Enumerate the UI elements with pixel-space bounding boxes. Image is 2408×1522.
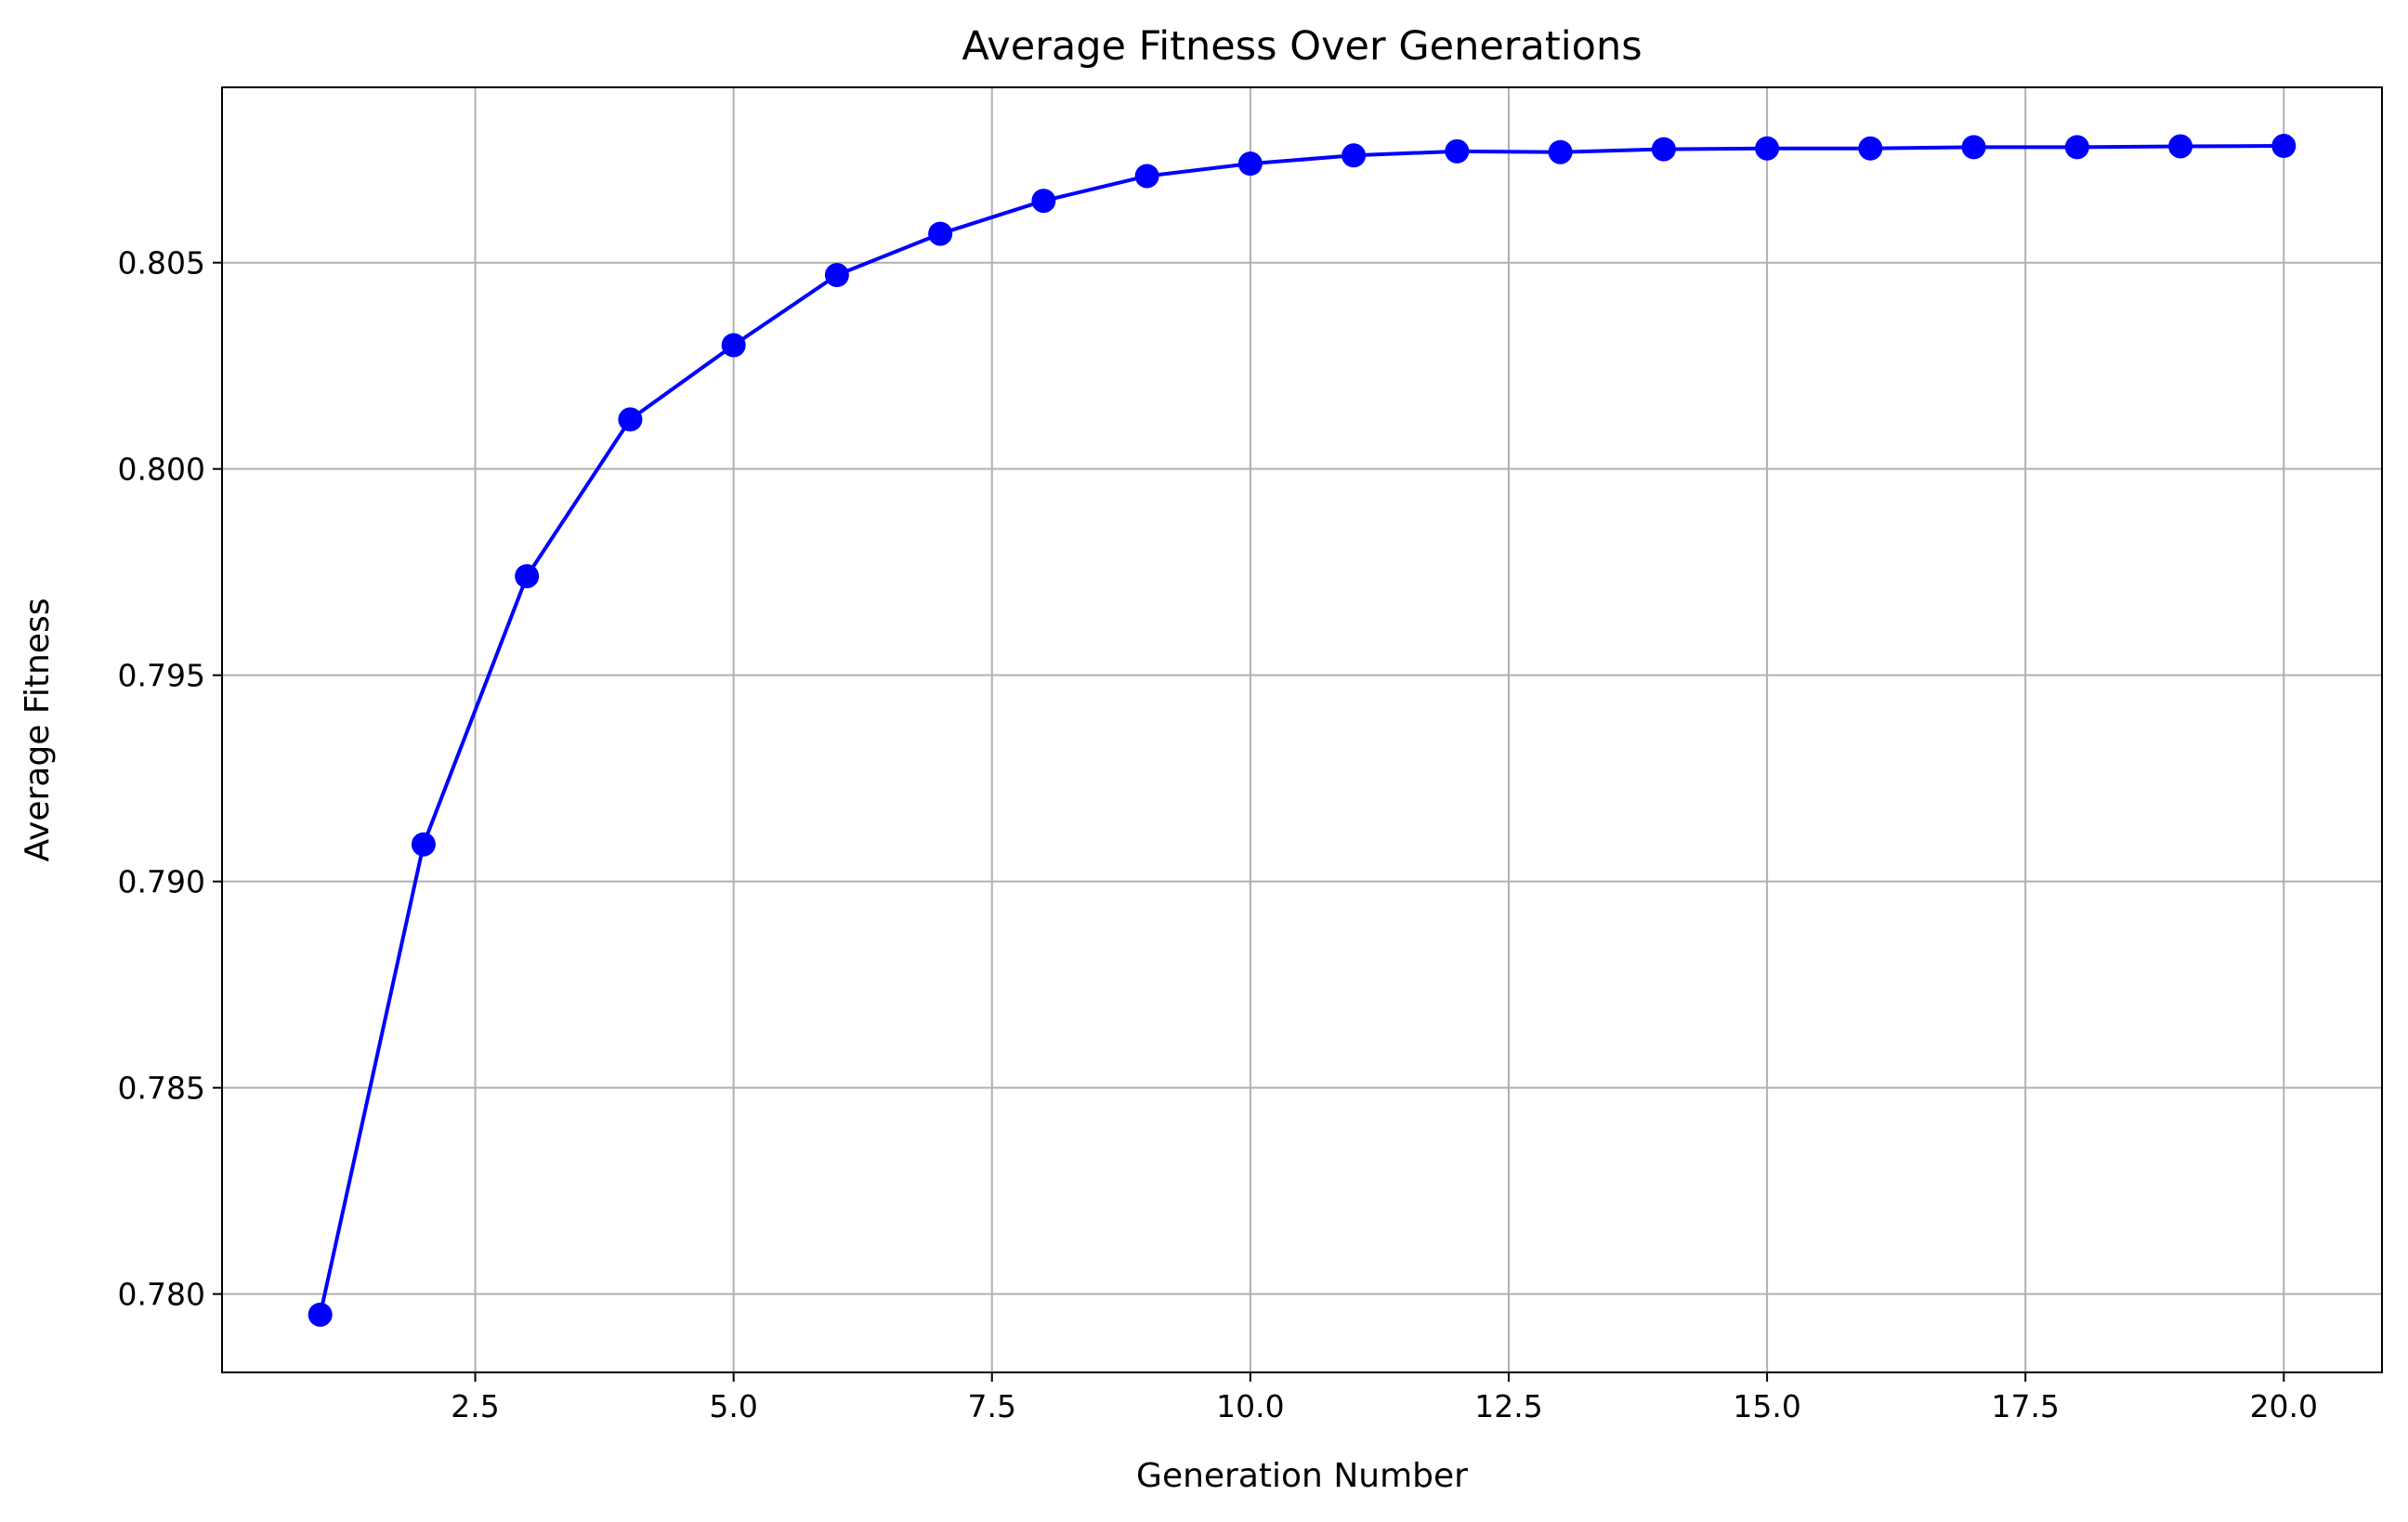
data-point [1651, 137, 1676, 162]
data-point [2064, 135, 2089, 160]
y-axis-ticks: 0.780 0.785 0.790 0.795 0.800 0.805 [118, 245, 222, 1313]
data-point [1237, 151, 1263, 177]
data-point [2271, 134, 2297, 159]
data-point [721, 333, 746, 358]
series-layer [308, 134, 2297, 1327]
x-tick-label: 15.0 [1733, 1388, 1800, 1424]
series-line [318, 144, 2284, 1316]
data-point [515, 564, 540, 589]
data-point [411, 832, 436, 857]
y-axis-label: Average Fitness [19, 598, 57, 862]
x-axis-label: Generation Number [1136, 1457, 1468, 1495]
x-tick-label: 2.5 [451, 1388, 499, 1424]
chart-title: Average Fitness Over Generations [962, 23, 1642, 70]
data-point [1031, 189, 1056, 214]
x-tick-label: 5.0 [709, 1388, 757, 1424]
y-tick-label: 0.805 [118, 245, 205, 282]
x-tick-label: 17.5 [1991, 1388, 2059, 1424]
data-point [1961, 135, 1986, 160]
y-tick-label: 0.795 [118, 658, 205, 694]
y-tick-label: 0.800 [118, 452, 205, 488]
grid [222, 87, 2382, 1372]
data-point [824, 263, 849, 288]
x-tick-label: 10.0 [1216, 1388, 1284, 1424]
x-tick-label: 12.5 [1474, 1388, 1542, 1424]
x-tick-label: 20.0 [2250, 1388, 2318, 1424]
data-point [1548, 139, 1573, 164]
data-point [1341, 143, 1367, 168]
data-point [1445, 138, 1470, 164]
plot-frame [221, 86, 2383, 1373]
data-point [1858, 136, 1883, 161]
x-tick-label: 7.5 [968, 1388, 1016, 1424]
y-tick-label: 0.790 [118, 864, 205, 900]
y-tick-label: 0.785 [118, 1070, 205, 1107]
data-point [1755, 136, 1780, 161]
data-point [308, 1302, 333, 1327]
y-tick-label: 0.780 [118, 1277, 205, 1313]
x-axis-ticks: 2.5 5.0 7.5 10.0 12.5 15.0 17.5 20.0 [451, 1372, 2318, 1424]
data-point [928, 221, 953, 246]
data-point [2168, 134, 2193, 159]
data-point [618, 407, 643, 432]
data-point [1134, 164, 1159, 189]
